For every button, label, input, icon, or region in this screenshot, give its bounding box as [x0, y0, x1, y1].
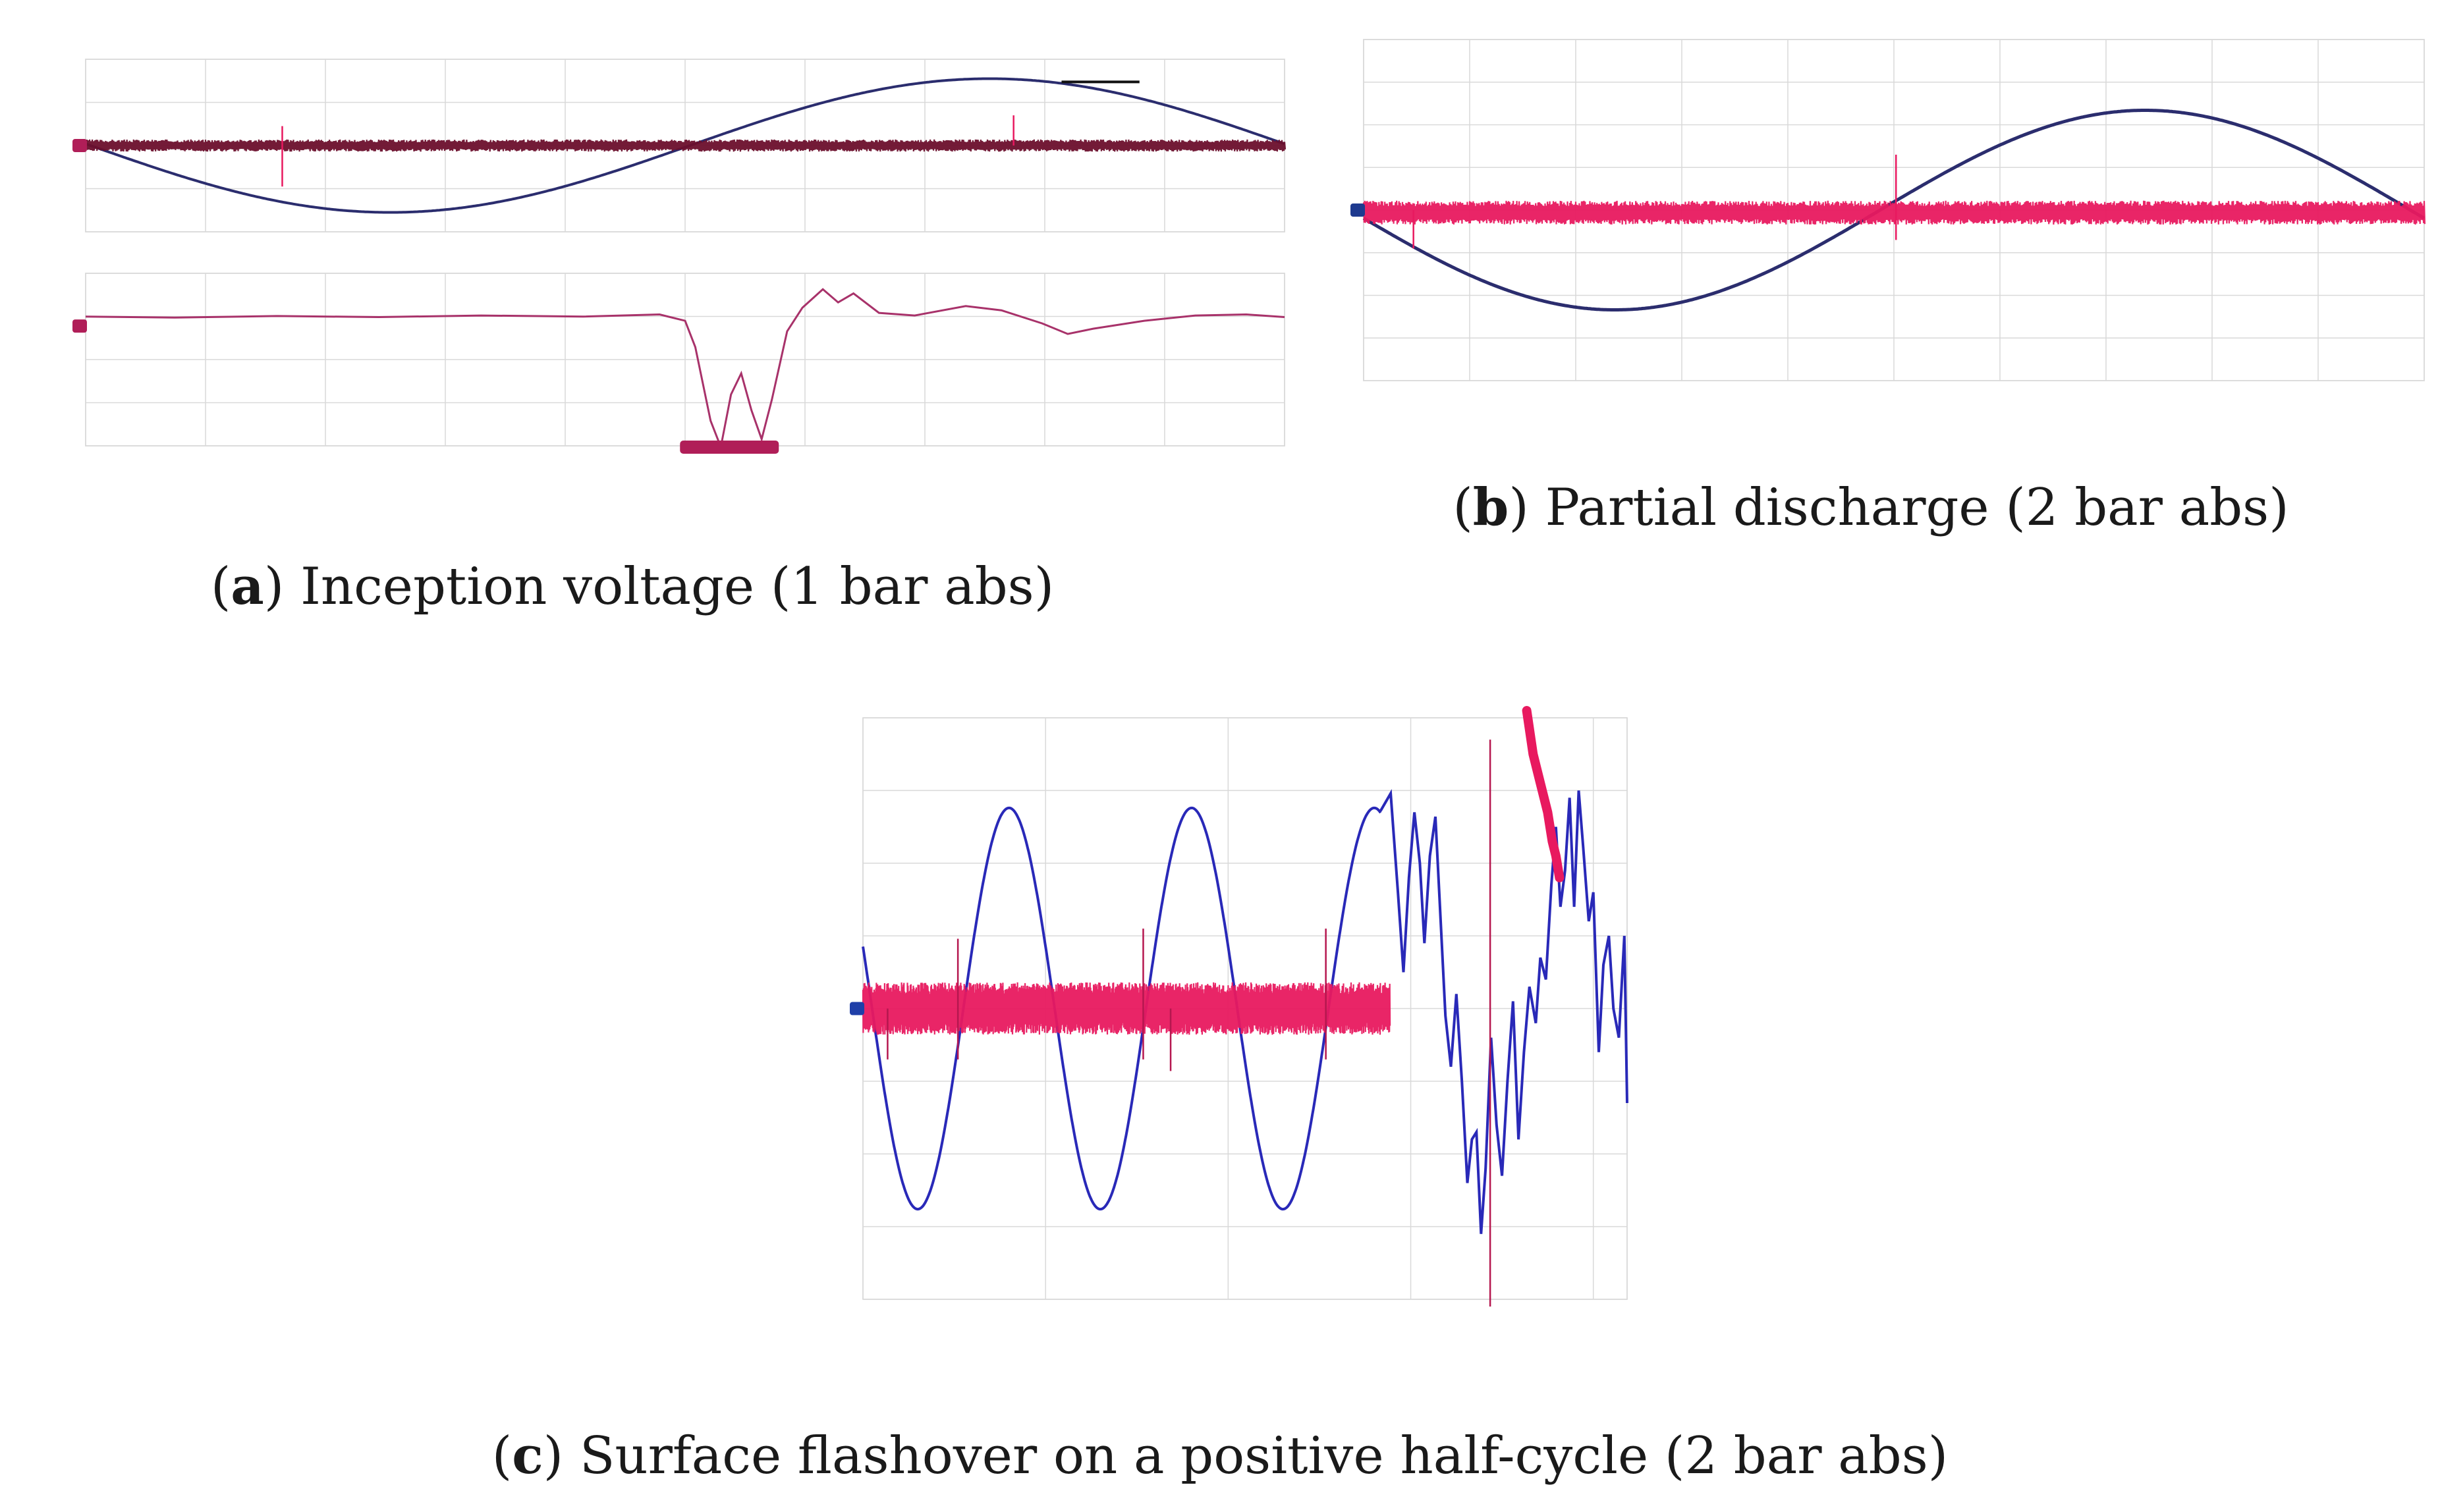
series-voltage-flashover: [1379, 789, 1628, 1234]
time-marker-badge: [680, 441, 779, 454]
series-voltage-sine: [1362, 109, 2426, 311]
zero-level-marker: [72, 319, 87, 333]
chart-c-surface-flashover: [850, 706, 1628, 1307]
caption-c: (c) Surface flashover on a positive half…: [491, 1426, 1949, 1486]
chart-a-pd-zoom: [72, 273, 1285, 454]
series-pd-noise-band: [862, 982, 1391, 1035]
caption-a: (a) Inception voltage (1 bar abs): [210, 556, 1055, 616]
chart-b-partial-discharge: [1350, 39, 2426, 381]
series-pd-zoom: [85, 288, 1285, 451]
caption-b-letter: b: [1472, 477, 1509, 537]
series-voltage-sine: [862, 806, 1382, 1211]
series-pd-noise-band: [1362, 200, 2426, 225]
zero-level-marker: [1350, 203, 1365, 217]
chart-a-inception-voltage: [72, 59, 1287, 232]
caption-c-text: Surface flashover on a positive half-cyc…: [579, 1426, 1949, 1486]
caption-a-text: Inception voltage (1 bar abs): [300, 557, 1055, 616]
caption-a-letter: a: [231, 556, 264, 616]
caption-c-letter: c: [512, 1426, 543, 1486]
zero-level-marker: [72, 139, 87, 152]
caption-b: (b) Partial discharge (2 bar abs): [1453, 477, 2289, 537]
zero-level-marker: [850, 1002, 864, 1015]
caption-b-text: Partial discharge (2 bar abs): [1545, 478, 2289, 537]
flashover-trace: [1522, 706, 1565, 882]
series-pd-noise-band: [84, 139, 1287, 152]
